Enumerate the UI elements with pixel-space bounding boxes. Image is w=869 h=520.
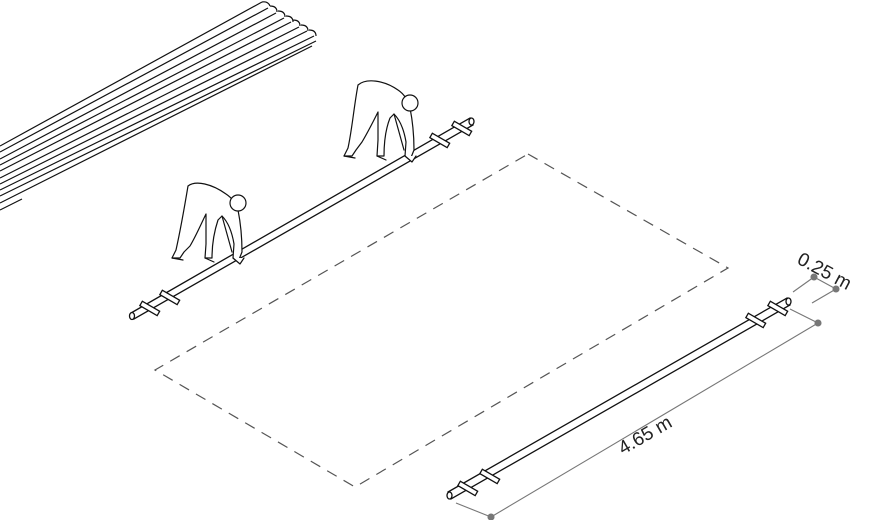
length-dimension <box>455 308 822 520</box>
measured-pole <box>446 297 792 500</box>
worker-figure <box>343 80 419 163</box>
width-label: 0.25 m <box>794 249 855 295</box>
pole-stack <box>0 1 317 211</box>
dashed-outline <box>153 153 730 488</box>
carried-pole <box>128 117 475 321</box>
length-label: 4.65 m <box>615 412 676 459</box>
width-dimension <box>792 273 840 304</box>
worker-figure <box>171 182 247 265</box>
